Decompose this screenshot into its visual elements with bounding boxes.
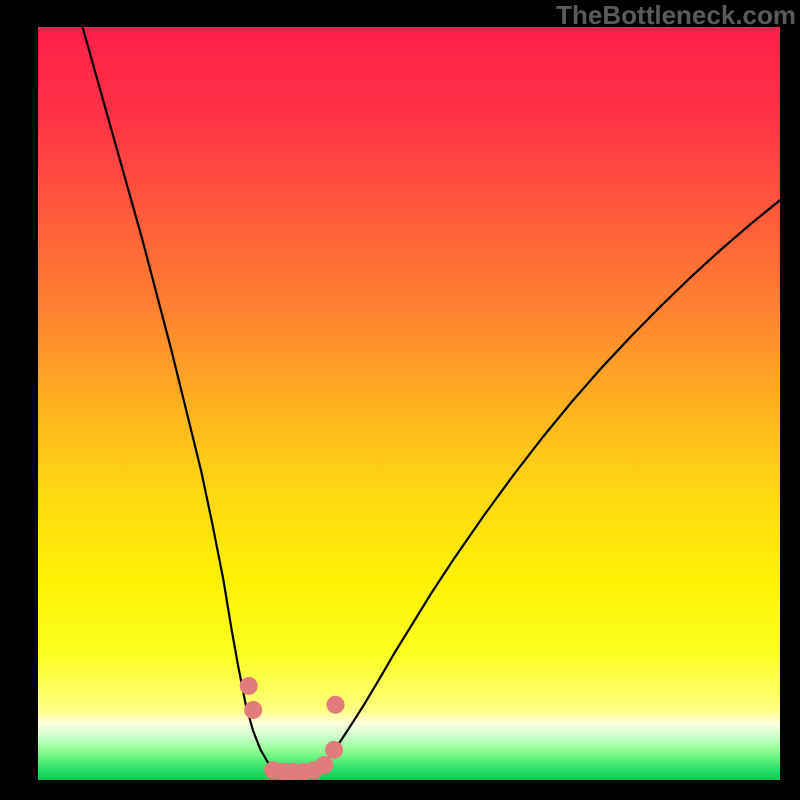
marker-point [325, 741, 343, 759]
marker-point [327, 696, 345, 714]
chart-plot-area [38, 27, 780, 780]
chart-svg [38, 27, 780, 780]
marker-point [240, 677, 258, 695]
gradient-background [38, 27, 780, 780]
watermark-text: TheBottleneck.com [556, 0, 796, 31]
marker-point [315, 756, 333, 774]
marker-point [244, 701, 262, 719]
